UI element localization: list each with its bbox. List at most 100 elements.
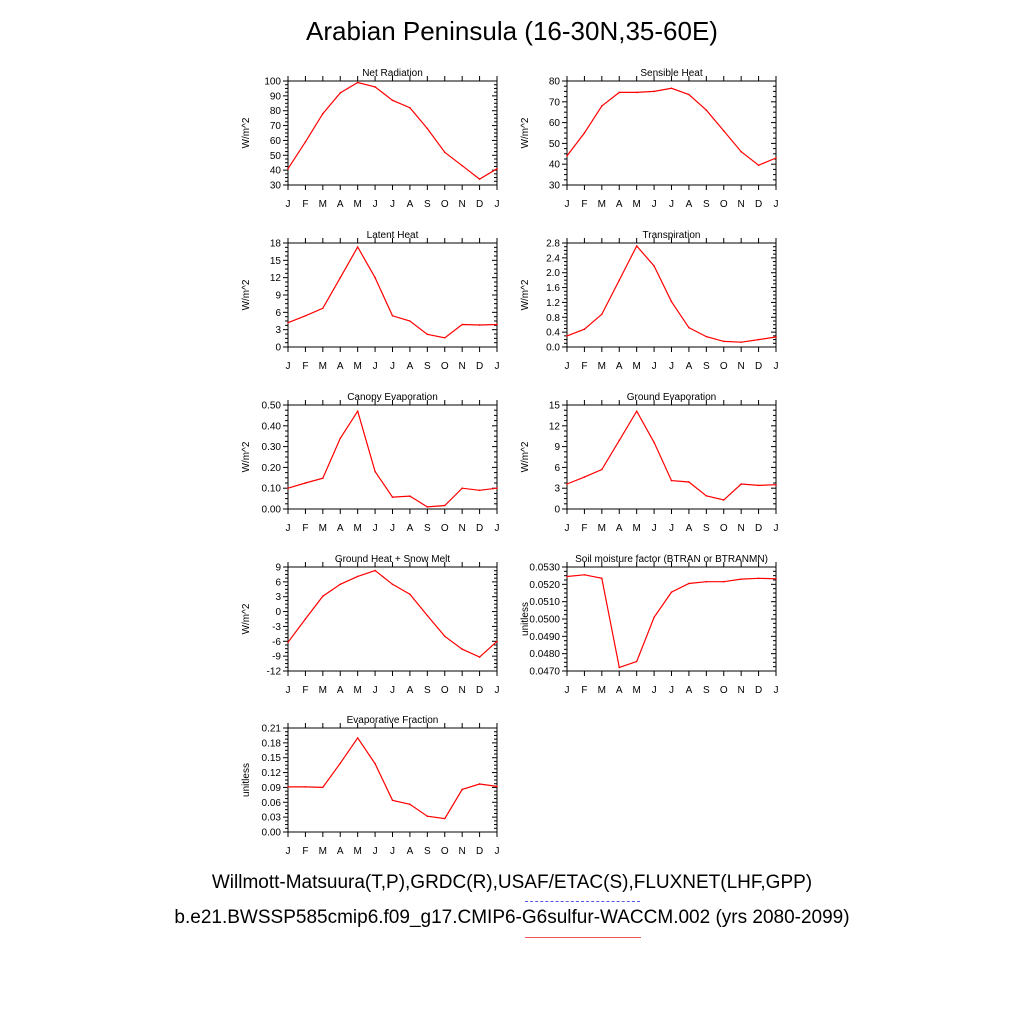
data-point	[426, 614, 429, 617]
data-point	[322, 595, 324, 598]
data-point	[757, 338, 760, 341]
data-point	[635, 91, 638, 94]
y-tick-label: 9	[275, 563, 281, 574]
x-tick-label: F	[581, 199, 587, 210]
y-tick-label: 0.06	[262, 798, 282, 809]
panel-title: Ground Heat + Snow Melt	[335, 554, 451, 565]
series-line	[566, 409, 777, 501]
y-tick-label: 1.2	[546, 298, 560, 309]
x-tick-label: O	[441, 846, 449, 857]
y-tick-label: 3	[275, 325, 281, 336]
x-tick-label: J	[390, 523, 395, 534]
x-tick-label: J	[565, 523, 570, 534]
y-axis-label: W/m^2	[241, 117, 252, 148]
x-tick-label: N	[738, 523, 745, 534]
panel-evaporative-fraction: Evaporative Fraction unitless 0.00 0.03 0.06…	[241, 715, 500, 857]
panel-transpiration: Transpiration W/m^2 0.0 0.4 0.8 1.2 1.6 2.0 2.4 2…	[520, 230, 779, 372]
x-tick-label: J	[774, 685, 779, 696]
data-point	[339, 762, 342, 764]
data-point	[496, 323, 498, 326]
x-tick-label: J	[286, 846, 291, 857]
y-tick-label: 0	[275, 343, 281, 354]
data-point	[601, 313, 603, 316]
data-point	[566, 575, 568, 578]
data-point	[356, 81, 359, 84]
plot-frame	[287, 242, 498, 348]
y-tick-label: 6	[554, 463, 560, 474]
plot-frame	[287, 80, 498, 186]
y-axis-label: unitless	[241, 763, 252, 797]
y-tick-label: 15	[549, 401, 561, 412]
x-tick-label: S	[424, 685, 431, 696]
data-point	[705, 580, 708, 583]
x-tick-label: S	[424, 523, 431, 534]
y-tick-label: 9	[275, 291, 281, 302]
data-point	[426, 506, 429, 508]
data-point	[339, 437, 342, 440]
data-point	[461, 323, 463, 326]
data-point	[722, 580, 725, 583]
y-tick-label: 0.0470	[529, 667, 560, 678]
data-point	[635, 660, 638, 663]
x-tick-label: M	[632, 361, 640, 372]
y-tick-label: 40	[549, 160, 561, 171]
data-point	[688, 326, 690, 329]
x-tick-label: F	[302, 523, 308, 534]
y-tick-label: 0.0490	[529, 632, 560, 643]
data-point	[601, 468, 603, 471]
data-point	[688, 93, 690, 96]
x-tick-label: A	[686, 685, 693, 696]
x-tick-label: J	[286, 523, 291, 534]
data-point	[478, 178, 481, 180]
y-tick-label: 9	[554, 442, 560, 453]
x-tick-label: M	[598, 361, 606, 372]
data-point	[322, 307, 324, 310]
data-point	[356, 246, 359, 248]
data-point	[740, 341, 742, 343]
x-tick-label: D	[476, 523, 483, 534]
y-tick-label: 0.12	[262, 768, 282, 779]
data-point	[409, 593, 411, 596]
data-point	[775, 483, 777, 486]
x-tick-label: J	[774, 523, 779, 534]
y-tick-label: 3	[554, 484, 560, 495]
x-tick-label: J	[495, 846, 500, 857]
data-point	[705, 109, 708, 111]
y-tick-label: 70	[549, 97, 561, 108]
y-tick-label: 60	[549, 118, 561, 129]
data-point	[618, 439, 621, 442]
x-tick-label: J	[652, 685, 657, 696]
observations-key-line	[525, 901, 640, 902]
data-point	[304, 141, 307, 143]
series-line	[287, 81, 498, 180]
x-tick-label: J	[286, 199, 291, 210]
series-line	[566, 574, 777, 669]
data-point	[670, 87, 673, 90]
x-tick-label: J	[652, 523, 657, 534]
x-tick-label: D	[755, 199, 762, 210]
y-tick-label: 2.4	[546, 253, 560, 264]
data-point	[478, 324, 481, 326]
x-tick-label: O	[441, 199, 449, 210]
x-tick-label: J	[565, 685, 570, 696]
x-tick-label: J	[373, 685, 378, 696]
x-tick-label: J	[669, 361, 674, 372]
x-tick-label: D	[755, 685, 762, 696]
x-tick-label: F	[581, 523, 587, 534]
x-tick-label: S	[424, 846, 431, 857]
data-point	[618, 279, 621, 281]
y-tick-label: 0.50	[262, 401, 282, 412]
data-point	[740, 150, 742, 153]
x-tick-label: A	[337, 685, 344, 696]
y-tick-label: 18	[270, 239, 282, 250]
y-tick-label: 70	[270, 121, 282, 132]
y-tick-label: 100	[264, 77, 281, 88]
data-point	[653, 90, 655, 93]
observations-legend: Willmott-Matsuura(T,P),GRDC(R),USAF/ETAC…	[211, 872, 813, 893]
y-tick-label: 0.00	[262, 505, 282, 516]
y-tick-label: 15	[270, 256, 282, 267]
data-point	[409, 495, 411, 497]
data-point	[688, 481, 690, 483]
x-tick-label: A	[337, 361, 344, 372]
x-tick-label: F	[302, 846, 308, 857]
